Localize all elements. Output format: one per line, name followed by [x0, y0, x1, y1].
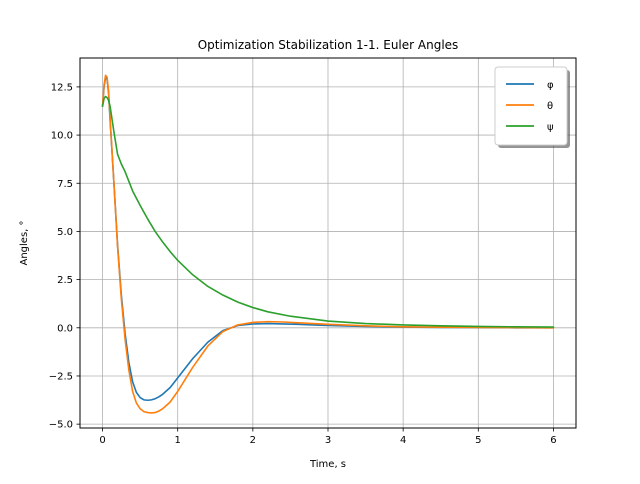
y-tick-label: 2.5	[57, 275, 73, 286]
legend-box	[494, 66, 568, 146]
y-tick-label: 0.0	[57, 323, 73, 334]
x-tick-label: 4	[400, 435, 406, 446]
x-tick-label: 5	[475, 435, 481, 446]
plot-lines	[101, 74, 555, 414]
y-axis-ticks: −5.0 −2.5 0.0 2.5 5.0 7.5 10.0 12.5	[49, 82, 80, 431]
y-tick-label: 7.5	[57, 179, 73, 190]
y-axis-label: Angles, °	[19, 220, 30, 265]
series-line-1	[101, 74, 555, 414]
x-axis-label: Time, s	[309, 459, 346, 470]
y-tick-label: −5.0	[49, 420, 73, 431]
x-tick-label: 3	[325, 435, 331, 446]
y-tick-label: 5.0	[57, 227, 73, 238]
legend-label: θ	[547, 101, 553, 112]
x-tick-label: 0	[99, 435, 105, 446]
legend-label: φ	[547, 80, 554, 91]
legend-label: ψ	[547, 122, 554, 133]
x-tick-label: 1	[175, 435, 181, 446]
y-tick-label: −2.5	[49, 371, 73, 382]
x-tick-label: 6	[550, 435, 556, 446]
y-tick-label: 12.5	[51, 82, 73, 93]
x-tick-label: 2	[250, 435, 256, 446]
legend: φθψ	[494, 66, 570, 148]
y-tick-label: 10.0	[51, 131, 73, 142]
x-axis-ticks: 0 1 2 3 4 5 6	[99, 428, 557, 446]
series-line-2	[101, 95, 555, 328]
chart-title: Optimization Stabilization 1-1. Euler An…	[198, 38, 459, 52]
